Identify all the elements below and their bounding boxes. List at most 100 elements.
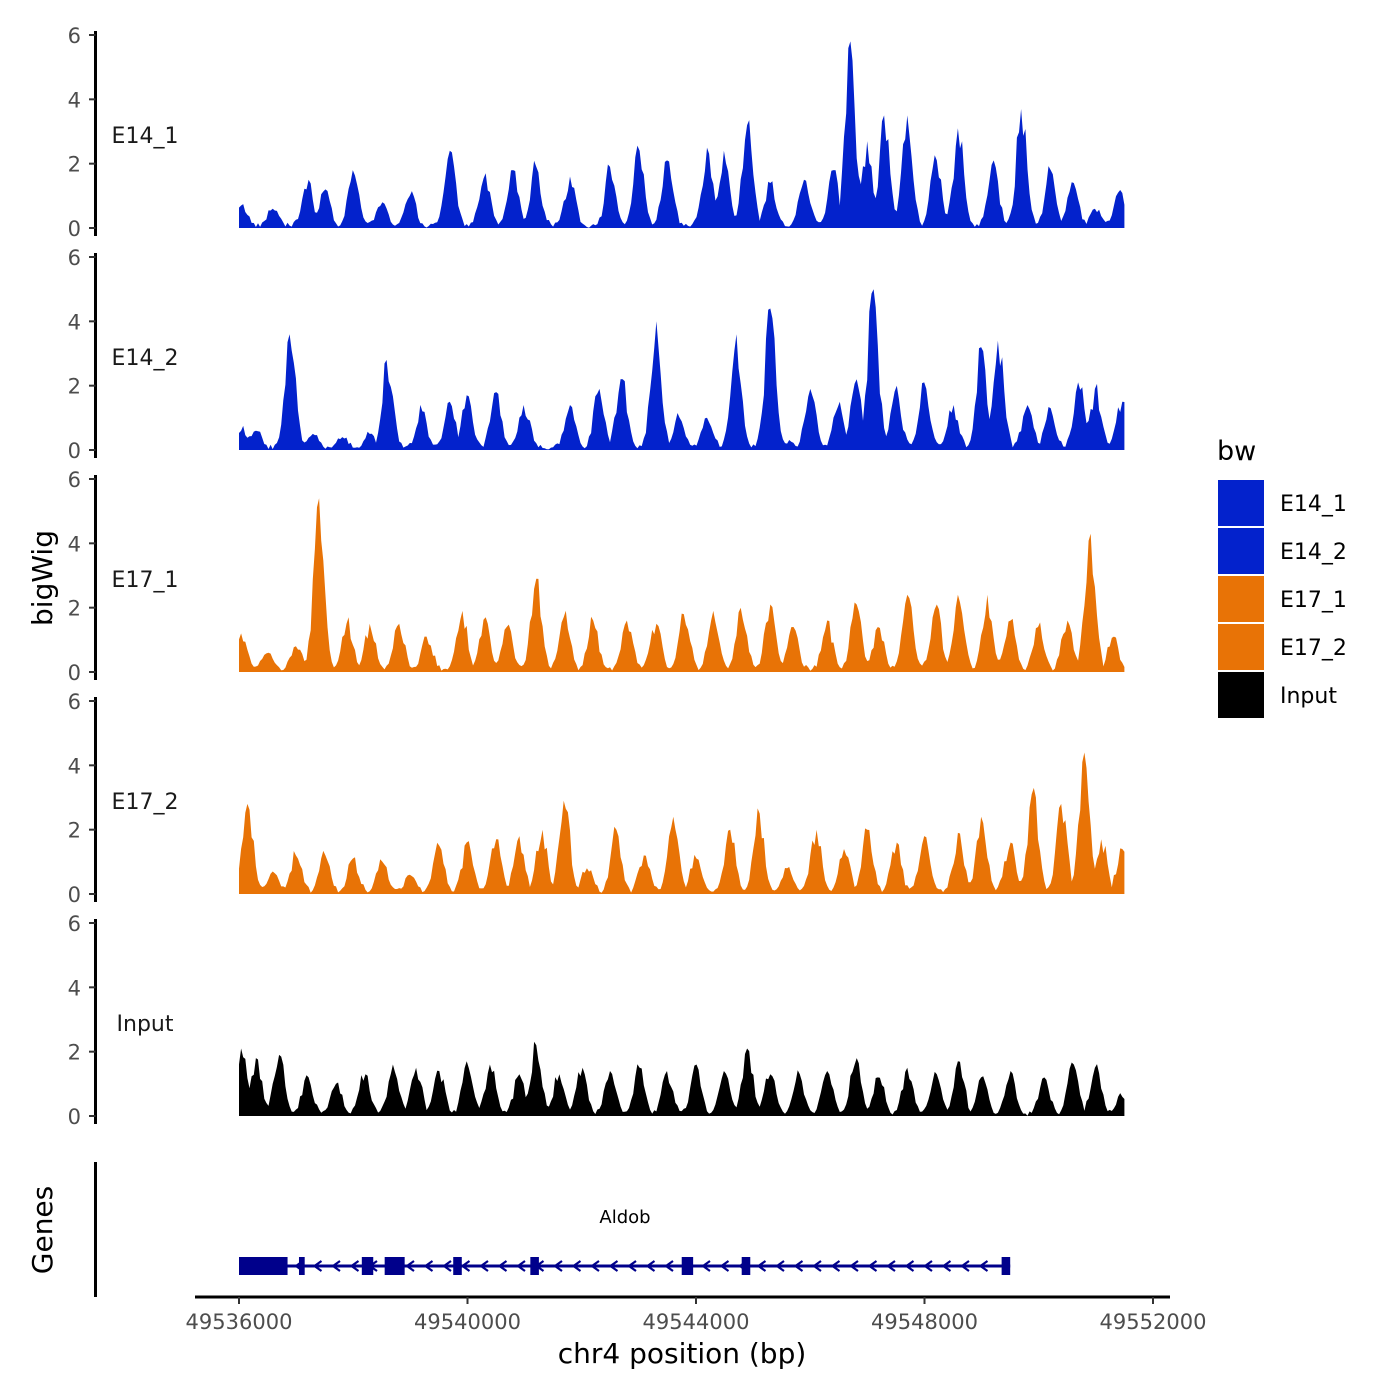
strand-arrow [978, 1260, 989, 1272]
legend: bw E14_1 E14_2 E17_1 E17_2 Input [1217, 436, 1347, 718]
gene-exon-5 [453, 1257, 462, 1275]
track-Input: 0 2 4 6 Input [68, 912, 1125, 1129]
x-axis: 49536000 49540000 49544000 49548000 49552000 [186, 1295, 1207, 1334]
gene-exon-9 [1001, 1257, 1011, 1275]
x-tick-label-2: 49544000 [643, 1310, 750, 1334]
y-tick-label-E14_1-6: 6 [68, 24, 81, 48]
gene-exon-6 [530, 1257, 539, 1275]
y-tick-label-E17_2-6: 6 [68, 690, 81, 714]
strand-arrow [701, 1260, 711, 1272]
strand-arrow [775, 1260, 785, 1272]
strand-arrow [479, 1260, 489, 1272]
strand-arrow [756, 1260, 767, 1272]
gene-exon-8 [741, 1257, 751, 1275]
y-tick-label-E17_2-2: 2 [68, 819, 81, 843]
coverage-area-E14_2 [239, 289, 1125, 450]
track-E17_2: 0 2 4 6 E17_2 [68, 690, 1125, 907]
track-E14_1: 0 2 4 6 E14_1 [68, 24, 1125, 241]
y-tick-label-E14_1-4: 4 [68, 88, 81, 112]
legend-label-E14_2: E14_2 [1280, 540, 1347, 565]
strand-arrow [571, 1260, 582, 1272]
coverage-area-E14_1 [239, 41, 1125, 229]
y-tick-label-E17_1-2: 2 [68, 597, 81, 621]
strand-arrow [608, 1260, 619, 1272]
gene-exon-7 [681, 1257, 694, 1275]
y-tick-label-E14_2-6: 6 [68, 246, 81, 270]
legend-label-Input: Input [1280, 684, 1337, 709]
strand-arrow [867, 1260, 878, 1272]
tracks-panel: 0 2 4 6 E14_1 0 2 4 6 E14_2 0 2 4 6 E17_1 0 2 4 6 E17_2 0 2 4 6… [68, 24, 1125, 1129]
coverage-area-E17_1 [239, 498, 1125, 672]
y-tick-label-E14_2-0: 0 [68, 439, 81, 463]
legend-title: bw [1217, 436, 1256, 467]
strand-arrow [331, 1260, 341, 1272]
strand-arrow [405, 1260, 415, 1272]
legend-key-E17_1 [1218, 576, 1264, 622]
strand-arrow [886, 1260, 896, 1272]
legend-key-E14_1 [1218, 480, 1264, 526]
strand-arrow [719, 1260, 730, 1272]
strand-arrow [849, 1260, 859, 1272]
strand-arrow [793, 1260, 804, 1272]
track-E17_1: 0 2 4 6 E17_1 [68, 468, 1125, 685]
genes-track-title: Genes [26, 1186, 59, 1274]
strand-arrow [312, 1260, 323, 1272]
legend-key-E17_2 [1218, 624, 1264, 670]
strand-arrow [830, 1260, 841, 1272]
y-tick-label-E14_1-0: 0 [68, 217, 81, 241]
strand-arrow [497, 1260, 508, 1272]
gene-exon-1 [239, 1257, 288, 1275]
strand-arrow [423, 1260, 434, 1272]
track-label-E14_2: E14_2 [112, 346, 179, 371]
strand-arrow [923, 1260, 933, 1272]
y-tick-label-E17_2-0: 0 [68, 883, 81, 907]
strand-arrow [645, 1260, 656, 1272]
strand-arrow [460, 1260, 471, 1272]
strand-arrow [812, 1260, 822, 1272]
y-tick-label-Input-2: 2 [68, 1041, 81, 1065]
strand-arrow [553, 1260, 563, 1272]
y-tick-label-Input-4: 4 [68, 976, 81, 1000]
legend-label-E17_2: E17_2 [1280, 636, 1347, 661]
coverage-area-E17_2 [239, 752, 1125, 894]
legend-label-E17_1: E17_1 [1280, 588, 1347, 613]
strand-arrow [349, 1260, 360, 1272]
track-label-E17_2: E17_2 [112, 790, 179, 815]
gene-panel: Genes Aldob [26, 1162, 1011, 1297]
y-tick-label-Input-0: 0 [68, 1105, 81, 1129]
strand-arrow [442, 1260, 452, 1272]
track-label-Input: Input [117, 1012, 174, 1037]
y-tick-label-E14_2-2: 2 [68, 375, 81, 399]
strand-arrow [627, 1260, 637, 1272]
strand-arrow [904, 1260, 915, 1272]
track-E14_2: 0 2 4 6 E14_2 [68, 246, 1125, 463]
y-tick-label-E14_1-2: 2 [68, 153, 81, 177]
strand-arrow [960, 1260, 970, 1272]
x-tick-label-0: 49536000 [186, 1310, 293, 1334]
strand-arrow [664, 1260, 674, 1272]
x-axis-title: chr4 position (bp) [558, 1337, 807, 1370]
legend-key-Input [1218, 672, 1264, 718]
y-tick-label-E17_1-4: 4 [68, 532, 81, 556]
gene-exon-3 [361, 1257, 374, 1275]
track-label-E14_1: E14_1 [112, 124, 179, 149]
coverage-area-Input [239, 1041, 1125, 1116]
gene-exon-2 [298, 1257, 305, 1275]
x-tick-label-1: 49540000 [414, 1310, 521, 1334]
y-tick-label-E17_2-4: 4 [68, 754, 81, 778]
gene-exon-4 [384, 1257, 405, 1275]
legend-label-E14_1: E14_1 [1280, 492, 1347, 517]
y-tick-label-E17_1-0: 0 [68, 661, 81, 685]
strand-arrow [516, 1260, 526, 1272]
strand-arrow [941, 1260, 952, 1272]
strand-arrow [590, 1260, 600, 1272]
y-axis-title: bigWig [26, 530, 59, 626]
x-tick-label-3: 49548000 [871, 1310, 978, 1334]
y-tick-label-E17_1-6: 6 [68, 468, 81, 492]
x-tick-label-4: 49552000 [1100, 1310, 1207, 1334]
y-tick-label-Input-6: 6 [68, 912, 81, 936]
y-tick-label-E14_2-4: 4 [68, 310, 81, 334]
legend-key-E14_2 [1218, 528, 1264, 574]
gene-model [239, 1257, 1011, 1275]
